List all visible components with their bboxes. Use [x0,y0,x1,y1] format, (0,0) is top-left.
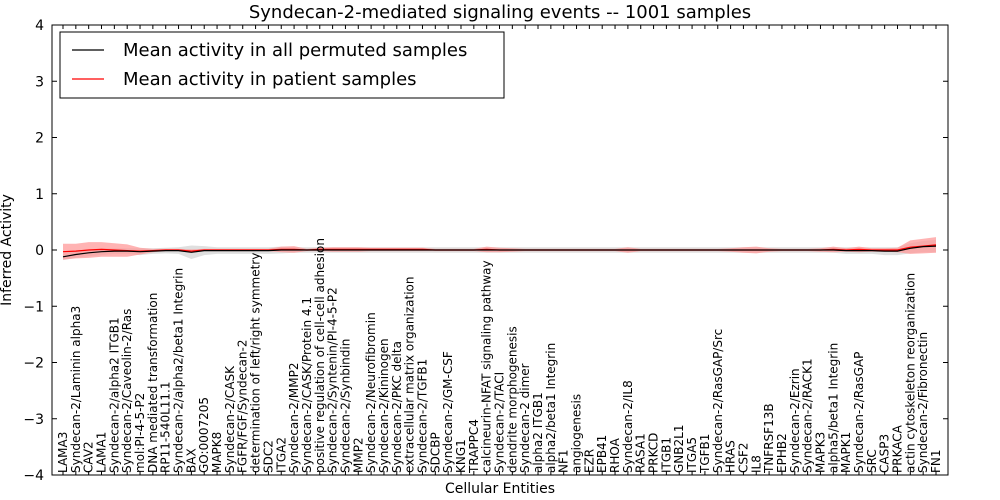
x-tick-label: Syndecan-2/Laminin alpha3 [69,306,83,473]
x-tick-label: MAPK1 [839,432,853,473]
y-tick-label: 4 [35,18,44,34]
y-tick-label: 0 [35,243,44,259]
y-tick-label: 2 [35,131,44,147]
x-tick-label: Syndecan-2/alpha2 ITGB1 [107,317,121,473]
x-tick-label: PRKCD [647,433,661,473]
band-patient [63,237,936,260]
x-tick-label: CAV2 [82,441,96,473]
line-permuted [62,245,937,258]
x-tick-label: ITGA5 [685,437,699,473]
x-tick-label: Syndecan-2/Kininogen [377,338,391,473]
x-tick-label: HRAS [724,440,738,473]
x-tick-label: ITGB1 [659,437,673,473]
x-tick-label: TNFRSF13B [762,403,776,474]
x-tick-label: CASP3 [878,434,892,473]
x-tick-label: mol:PI-4-5-P2 [133,393,147,473]
x-tick-label: LAMA3 [56,432,70,473]
x-tick-label: EPB41 [595,435,609,473]
series-lines [62,244,937,258]
y-tick-label: −1 [23,299,44,315]
x-tick-label: MAPK3 [814,432,828,473]
x-tick-label: ITGA2 [274,437,288,473]
x-tick-label: Syndecan-2/Neurofibromin [364,312,378,473]
x-tick-label: RHOA [608,437,622,473]
x-tick-label: RASA1 [634,433,648,473]
x-axis-label: Cellular Entities [445,481,555,497]
x-tick-label: Syndecan-2/CASK [223,365,237,473]
x-tick-label: DNA mediated transformation [146,293,160,473]
x-tick-label: SDCBP [428,432,442,473]
x-tick-label: Syndecan-2/RasGAP [852,352,866,473]
x-tick-label: FN1 [929,449,943,473]
legend-frame [59,31,505,99]
x-tick-label: angiogenesis [570,394,584,473]
x-tick-label: CSF2 [736,442,750,473]
x-tick-label: Syndecan-2/PKC delta [390,341,404,473]
x-tick-label: alpha2 ITGB1 [531,392,545,473]
x-tick-label: Syndecan-2/TGFB1 [416,359,430,473]
y-axis: 4 3 2 1 0 −1 −2 −3 −4 [23,18,948,484]
x-tick-label: LAMA1 [95,432,109,473]
confidence-bands [63,237,936,261]
y-tick-label: 1 [35,187,44,203]
x-tick-label: Syndecan-2/CASK/Protein 4.1 [300,297,314,473]
x-tick-label: Syndecan-2/RasGAP/Src [711,329,725,473]
x-tick-label: positive regulation of cell-cell adhesio… [313,238,327,473]
x-tick-label: FGFR/FGF/Syndecan-2 [236,340,250,473]
x-tick-label: SDC2 [261,440,275,473]
x-tick-label: SRC [865,449,879,473]
x-tick-label: GO:0007205 [197,397,211,473]
x-tick-label: NF1 [557,449,571,473]
x-tick-label: Syndecan-2/Fibronectin [916,332,930,473]
x-tick-label: actin cytoskeleton reorganization [903,273,917,473]
y-tick-label: −4 [23,468,44,484]
x-tick-label: alpha5/beta1 Integrin [826,343,840,473]
x-tick-label: TRAPPC4 [467,419,481,474]
x-tick-label: dendrite morphogenesis [505,326,519,473]
legend: Mean activity in all permuted samples Me… [59,31,505,99]
x-tick-label: Syndecan-2/alpha2/beta1 Integrin [172,268,186,473]
y-tick-label: 3 [35,74,44,90]
x-tick-label: TGFB1 [698,434,712,474]
legend-label-permuted: Mean activity in all permuted samples [123,40,467,61]
x-tick-label: RP11-540L11.1 [159,382,173,473]
x-tick-label: BAX [184,448,198,473]
x-tick-label: Syndecan-2 dimer [518,363,532,473]
plot-frame [51,24,949,476]
y-axis-label: Inferred Activity [0,194,15,306]
x-tick-label: EZR [582,449,596,473]
y-tick-label: −3 [23,412,44,428]
x-tick-label: Syndecan-2/IL8 [621,380,635,473]
x-tick-label: extracellular matrix organization [403,277,417,474]
x-tick-label: Syndecan-2/Synbindin [338,339,352,473]
x-tick-label: PRKACA [891,424,905,473]
x-tick-label: Syndecan-2/MMP2 [287,363,301,473]
chart-title: Syndecan-2-mediated signaling events -- … [249,2,751,23]
x-tick-label: determination of left/right symmetry [249,253,263,473]
x-tick-label: EPHB2 [775,433,789,473]
x-tick-label: Syndecan-2/TACI [493,372,507,473]
x-tick-label: alpha2/beta1 Integrin [544,343,558,473]
x-tick-label: IL8 [749,455,763,473]
x-tick-label: GNB2L1 [672,425,686,473]
x-tick-label: Syndecan-2/Ezrin [788,368,802,473]
y-tick-label: −2 [23,356,44,372]
x-tick-label: MAPK8 [210,432,224,473]
x-tick-label: calcineurin-NFAT signaling pathway [480,260,494,473]
legend-label-patient: Mean activity in patient samples [123,69,417,90]
x-tick-label: MMP2 [351,437,365,473]
x-tick-label: Syndecan-2/Caveolin-2/Ras [120,309,134,473]
x-tick-label: Syndecan-2/RACK1 [801,358,815,473]
x-tick-label: KNG1 [454,439,468,473]
x-tick-label: Syndecan-2/GM-CSF [441,351,455,473]
x-tick-label: Syndecan-2/Syntenin/PI-4-5-P2 [326,287,340,473]
